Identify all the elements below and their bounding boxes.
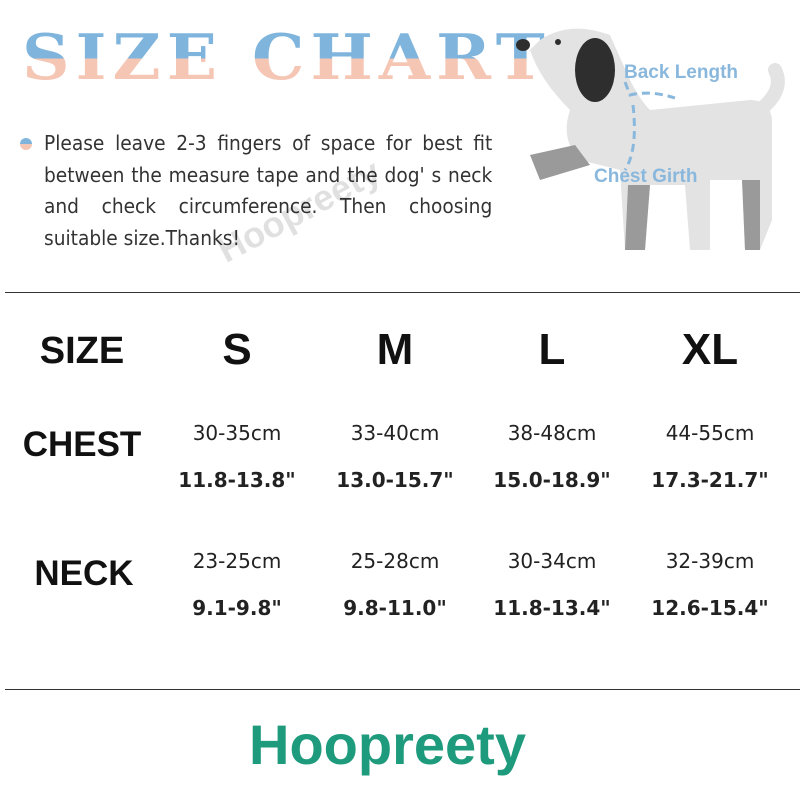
size-s: S [222,325,252,374]
chest-cm-l: 38-48cm [507,421,597,445]
size-header: SIZE [39,330,125,372]
bullet-icon [20,138,32,150]
size-chart-title: SIZE CHART [22,19,551,95]
neck-cm-xl: 32-39cm [665,549,755,573]
chest-label: CHEST [22,425,142,464]
chest-cm-m: 33-40cm [350,421,440,445]
chest-cm-xl: 44-55cm [665,421,755,445]
chest-inch-xl: 17.3-21.7" [651,468,769,492]
divider-top [5,292,800,293]
neck-cm-m: 25-28cm [350,549,440,573]
size-m: M [376,325,414,374]
fit-note: Please leave 2-3 fingers of space for be… [44,131,493,250]
neck-inch-s: 9.1-9.8" [192,596,282,620]
brand-logo: Hoopreety [249,713,526,776]
back-length-label: Back Length [624,62,739,83]
neck-cm-s: 23-25cm [192,549,282,573]
neck-inch-l: 11.8-13.4" [493,596,611,620]
neck-inch-xl: 12.6-15.4" [651,596,769,620]
neck-label: NECK [34,554,134,593]
chest-cm-s: 30-35cm [192,421,282,445]
chest-inch-m: 13.0-15.7" [336,468,454,492]
divider-bottom [5,689,800,690]
dog-illustration [516,28,785,251]
neck-inch-m: 9.8-11.0" [343,596,447,620]
neck-cm-l: 30-34cm [507,549,597,573]
chest-inch-s: 11.8-13.8" [178,468,296,492]
chest-girth-label: Chest Girth [594,166,698,187]
size-xl: XL [681,325,739,374]
chest-inch-l: 15.0-18.9" [493,468,611,492]
size-l: L [538,325,566,374]
